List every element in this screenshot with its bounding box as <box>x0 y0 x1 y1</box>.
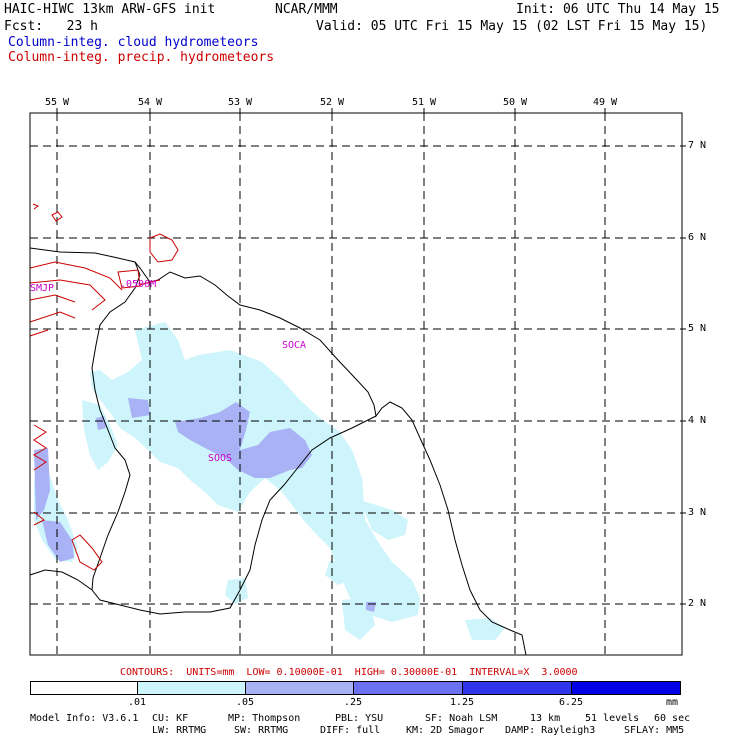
lon-label: 49 W <box>592 97 618 108</box>
model-info: Model Info: V3.6.1 <box>30 713 139 724</box>
lat-label: 6 N <box>688 232 707 243</box>
damping: DAMP: Rayleigh3 <box>505 725 596 736</box>
map-frame <box>29 112 683 656</box>
model-title: HAIC-HIWC 13km ARW-GFS init <box>4 2 216 17</box>
surface-layer: SFLAY: MM5 <box>624 725 685 736</box>
colorbar-bin <box>30 681 137 695</box>
cumulus-scheme: CU: KF <box>152 713 189 724</box>
valid-time: Valid: 05 UTC Fri 15 May 15 (02 LST Fri … <box>316 19 708 34</box>
lat-label: 3 N <box>688 507 707 518</box>
colorbar-units: mm <box>666 697 679 708</box>
surface-scheme: SF: Noah LSM <box>425 713 498 724</box>
resolution: 13 km <box>530 713 561 724</box>
station-smjp: SMJP <box>30 283 55 294</box>
lat-label: 5 N <box>688 323 707 334</box>
lon-label: 51 W <box>411 97 437 108</box>
shortwave: SW: RRTMG <box>234 725 289 736</box>
colorbar-label: .05 <box>235 697 255 708</box>
lat-label: 7 N <box>688 140 707 151</box>
forecast-hour: Fcst: 23 h <box>4 19 98 34</box>
colorbar-label: 6.25 <box>558 697 584 708</box>
ticks <box>56 108 686 605</box>
station-soca: SOCA <box>282 340 307 351</box>
station-soos: SOOS <box>208 453 233 464</box>
colorbar-label: .25 <box>343 697 363 708</box>
longwave: LW: RRTMG <box>152 725 207 736</box>
colorbar-bin <box>462 681 571 695</box>
colorbar-bin <box>353 681 462 695</box>
colorbar-label: .01 <box>127 697 147 708</box>
lat-label: 4 N <box>688 415 707 426</box>
cloud-shading-light <box>34 322 505 640</box>
contours-info: CONTOURS: UNITS=mm LOW= 0.10000E-01 HIGH… <box>120 667 578 678</box>
lon-label: 55 W <box>44 97 70 108</box>
lat-label: 2 N <box>688 598 707 609</box>
colorbar-bin <box>137 681 245 695</box>
pbl-scheme: PBL: YSU <box>335 713 384 724</box>
colorbar-bin <box>245 681 353 695</box>
graticule <box>30 113 682 655</box>
precip-contours <box>29 203 179 571</box>
levels: 51 levels <box>585 713 640 724</box>
colorbar-bin <box>571 681 681 695</box>
lon-label: 50 W <box>502 97 528 108</box>
diffusion: DIFF: full <box>320 725 381 736</box>
field-precip-label: Column-integ. precip. hydrometeors <box>8 50 275 65</box>
contour-value-label: .0500M <box>120 279 157 290</box>
field-cloud-label: Column-integ. cloud hydrometeors <box>8 35 259 50</box>
cloud-shading-mid <box>34 398 376 612</box>
org-label: NCAR/MMM <box>275 2 338 17</box>
colorbar-label: 1.25 <box>449 697 475 708</box>
lon-label: 52 W <box>319 97 345 108</box>
init-time: Init: 06 UTC Thu 14 May 15 <box>516 2 720 17</box>
microphysics: MP: Thompson <box>228 713 301 724</box>
km-scheme: KM: 2D Smagor <box>406 725 485 736</box>
lon-label: 53 W <box>227 97 253 108</box>
timestep: 60 sec <box>654 713 691 724</box>
lon-label: 54 W <box>137 97 163 108</box>
